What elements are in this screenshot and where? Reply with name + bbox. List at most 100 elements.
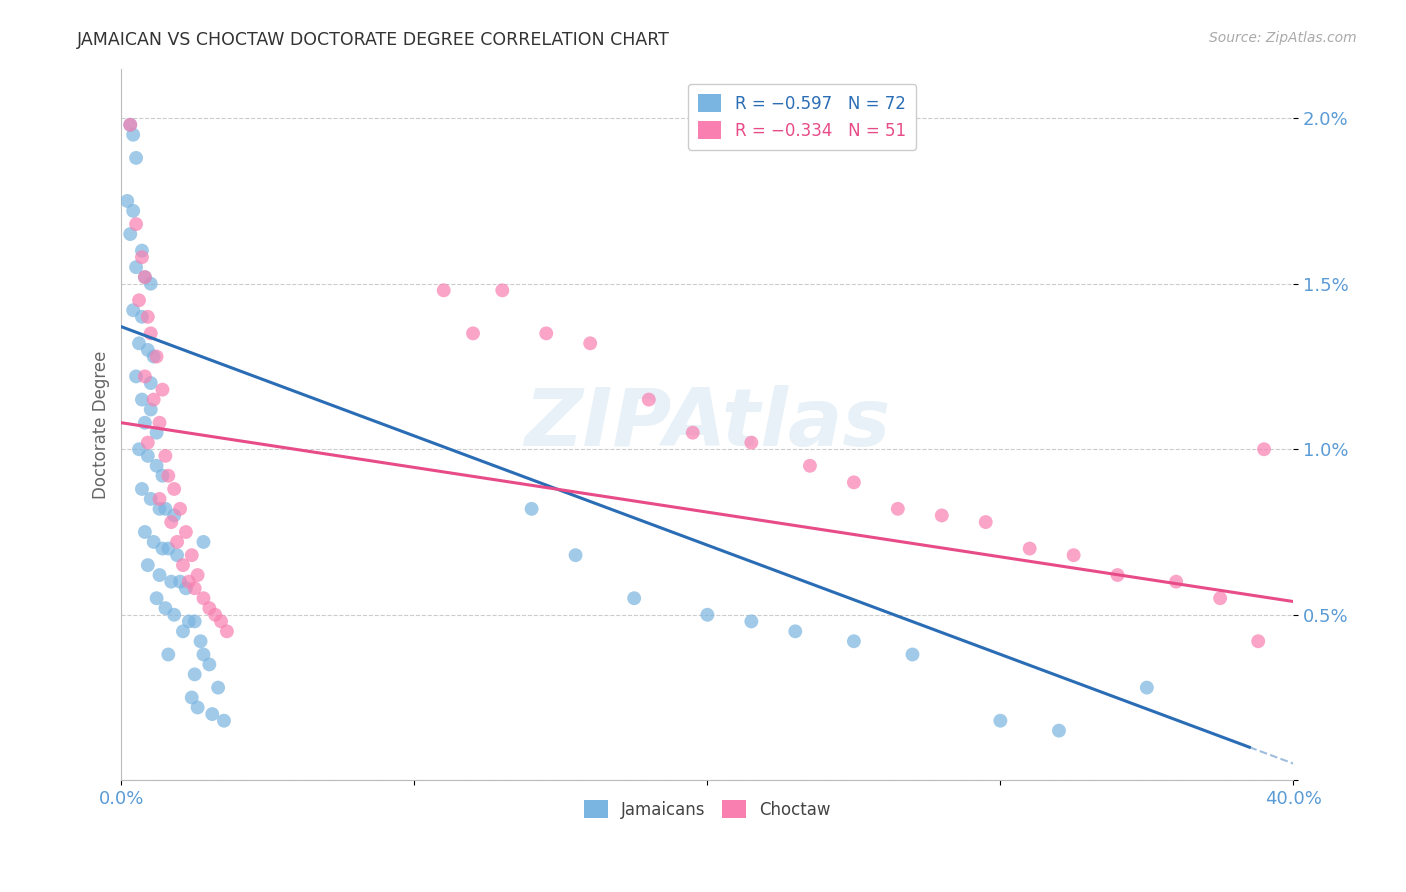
Point [160,574,183,589]
Point [120,118,142,132]
Point [785,624,807,639]
Point [193,535,215,549]
Point [122,203,145,218]
Point [122,128,145,142]
Point [148,491,170,506]
Point [177,574,200,589]
Point [491,283,513,297]
Point [842,634,865,648]
Point [183,615,205,629]
Point [180,548,202,562]
Point [212,714,235,728]
Point [152,468,174,483]
Point [128,336,150,351]
Point [187,700,209,714]
Point [209,615,232,629]
Point [901,648,924,662]
Point [142,350,165,364]
Point [579,336,602,351]
Point [163,482,186,496]
Point [931,508,953,523]
Point [136,449,159,463]
Point [148,501,170,516]
Point [1253,442,1275,457]
Point [136,558,159,573]
Point [131,482,153,496]
Text: Source: ZipAtlas.com: Source: ZipAtlas.com [1209,31,1357,45]
Point [215,624,238,639]
Point [190,634,212,648]
Point [131,250,153,264]
Point [564,548,586,562]
Point [145,350,167,364]
Point [148,416,170,430]
Point [134,416,156,430]
Point [172,558,194,573]
Point [157,541,180,556]
Point [125,260,148,275]
Point [139,326,162,341]
Point [198,657,221,672]
Point [842,475,865,490]
Point [174,582,197,596]
Point [155,449,177,463]
Point [207,681,229,695]
Point [131,310,153,324]
Point [1047,723,1070,738]
Point [183,582,205,596]
Point [131,244,153,258]
Point [131,392,153,407]
Point [887,501,910,516]
Point [160,515,183,529]
Point [136,435,159,450]
Point [145,591,167,606]
Point [134,524,156,539]
Point [1209,591,1232,606]
Point [169,501,191,516]
Point [148,568,170,582]
Point [637,392,659,407]
Point [623,591,645,606]
Point [120,227,142,241]
Point [145,458,167,473]
Point [128,442,150,457]
Point [163,508,186,523]
Point [193,648,215,662]
Point [155,601,177,615]
Point [169,574,191,589]
Point [157,468,180,483]
Point [1107,568,1129,582]
Point [136,343,159,357]
Point [696,607,718,622]
Point [520,501,543,516]
Legend: Jamaicans, Choctaw: Jamaicans, Choctaw [578,793,837,825]
Point [433,283,456,297]
Point [461,326,484,341]
Point [1166,574,1188,589]
Point [145,425,167,440]
Point [201,707,224,722]
Point [128,293,150,308]
Point [139,491,162,506]
Point [990,714,1012,728]
Point [172,624,194,639]
Point [174,524,197,539]
Point [204,607,226,622]
Point [134,369,156,384]
Point [183,667,205,681]
Point [142,535,165,549]
Point [139,277,162,291]
Point [125,151,148,165]
Point [152,383,174,397]
Point [142,392,165,407]
Point [155,501,177,516]
Point [198,601,221,615]
Point [134,270,156,285]
Point [193,591,215,606]
Point [740,435,762,450]
Point [187,568,209,582]
Point [139,376,162,390]
Point [536,326,558,341]
Point [1018,541,1040,556]
Text: JAMAICAN VS CHOCTAW DOCTORATE DEGREE CORRELATION CHART: JAMAICAN VS CHOCTAW DOCTORATE DEGREE COR… [77,31,671,49]
